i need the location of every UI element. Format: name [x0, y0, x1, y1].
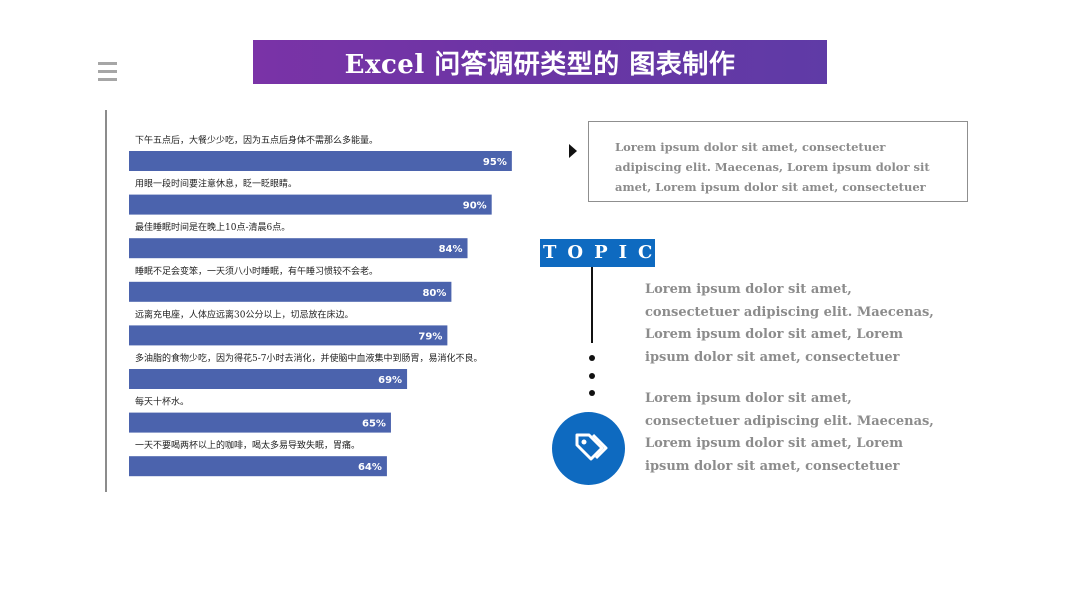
bar: [129, 456, 387, 477]
category-label: 用眼一段时间要注意休息，眨一眨眼睛。: [135, 178, 297, 190]
bar-value-label: 90%: [463, 201, 487, 212]
intro-text: Lorem ipsum dolor sit amet, consectetuer…: [615, 140, 930, 194]
category-label: 下午五点后，大餐少少吃，因为五点后身体不需那么多能量。: [135, 134, 378, 146]
topic-connector-line: [591, 267, 593, 343]
bar-value-label: 79%: [418, 331, 442, 342]
bar: [129, 281, 452, 302]
category-label: 每天十杯水。: [135, 396, 189, 408]
bar-value-label: 65%: [362, 419, 386, 430]
category-label: 多油脂的食物少吃，因为得花5-7小时去消化，并使脑中血液集中到肠胃，易消化不良。: [135, 352, 483, 364]
bar-value-label: 80%: [422, 288, 446, 299]
title-banner: Excel 问答调研类型的 图表制作: [253, 40, 827, 84]
category-label: 远离充电座，人体应远离30公分以上，切忌放在床边。: [135, 308, 353, 320]
connector-dot: [589, 355, 595, 361]
connector-dot: [589, 390, 595, 396]
bar-value-label: 84%: [439, 244, 463, 255]
left-divider: [105, 110, 107, 492]
category-label: 最佳睡眠时间是在晚上10点-清晨6点。: [135, 221, 290, 233]
bar: [129, 238, 468, 259]
tag-icon: [575, 433, 607, 460]
bar: [129, 369, 408, 389]
bar-chart-svg: 下午五点后，大餐少少吃，因为五点后身体不需那么多能量。 95% 用眼一段时间要注意休…: [129, 134, 512, 477]
intro-text-box: Lorem ipsum dolor sit amet, consectetuer…: [588, 121, 968, 202]
caret-right-icon: [569, 144, 577, 158]
topic-paragraph: Lorem ipsum dolor sit amet, consectetuer…: [645, 282, 934, 365]
bar: [129, 412, 391, 433]
bar-value-label: 64%: [358, 462, 382, 473]
page-title: Excel 问答调研类型的 图表制作: [344, 49, 736, 80]
bar-value-label: 95%: [483, 157, 507, 168]
bar-chart: 下午五点后，大餐少少吃，因为五点后身体不需那么多能量。 95% 用眼一段时间要注意休…: [129, 130, 529, 490]
bar: [129, 325, 448, 346]
menu-icon[interactable]: [98, 62, 117, 82]
bar-value-label: 69%: [378, 375, 402, 386]
topic-label: TOPIC: [540, 239, 655, 267]
category-label: 睡眠不足会变笨，一天须八小时睡眠，有午睡习惯较不会老。: [135, 265, 378, 277]
bar: [129, 194, 492, 215]
connector-dot: [589, 373, 595, 379]
tag-icon-circle: [552, 412, 625, 485]
category-label: 一天不要喝两杯以上的咖啡，喝太多易导致失眠，胃痛。: [135, 439, 360, 451]
topic-paragraph: Lorem ipsum dolor sit amet, consectetuer…: [645, 391, 934, 474]
bar: [129, 151, 512, 171]
